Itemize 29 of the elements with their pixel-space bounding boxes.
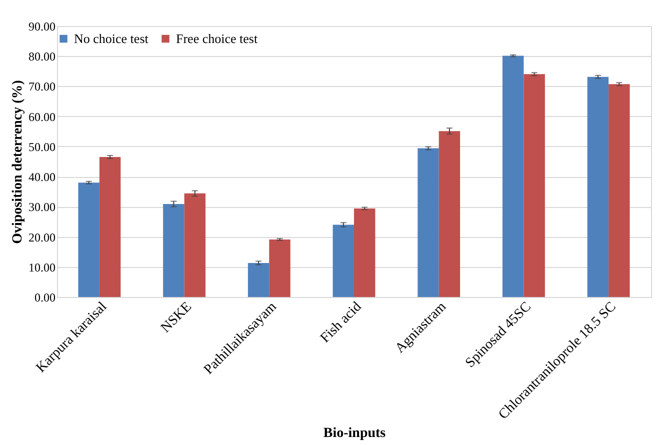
- y-tick-label: 70.00: [28, 80, 56, 94]
- bar: [502, 56, 524, 297]
- x-tick-label: Fish acid: [318, 300, 365, 346]
- bar: [248, 262, 270, 297]
- bar: [184, 193, 206, 297]
- y-tick-label: 80.00: [28, 50, 56, 64]
- y-tick-label: 30.00: [28, 200, 56, 214]
- bar: [163, 204, 184, 297]
- y-axis-title: Oviposition deterrency (%): [10, 80, 26, 244]
- bar: [99, 156, 121, 297]
- bar: [524, 74, 545, 297]
- y-tick-label: 40.00: [28, 170, 56, 184]
- y-tick-label: 10.00: [28, 260, 56, 274]
- x-axis-title: Bio-inputs: [323, 426, 386, 441]
- legend-label: No choice test: [74, 30, 149, 46]
- y-tick-label: 60.00: [28, 110, 56, 124]
- y-tick-label: 50.00: [28, 140, 56, 154]
- bar: [587, 76, 609, 297]
- y-tick-label: 20.00: [28, 230, 56, 244]
- legend-label: Free choice test: [176, 30, 258, 46]
- y-tick-label: 0.00: [34, 290, 56, 304]
- bar: [269, 239, 290, 297]
- bar: [332, 224, 354, 297]
- bar: [608, 84, 630, 297]
- y-tick-label: 90.00: [28, 20, 56, 34]
- bar: [354, 208, 376, 297]
- bar: [78, 182, 100, 297]
- bar: [438, 131, 460, 297]
- bar: [418, 148, 439, 297]
